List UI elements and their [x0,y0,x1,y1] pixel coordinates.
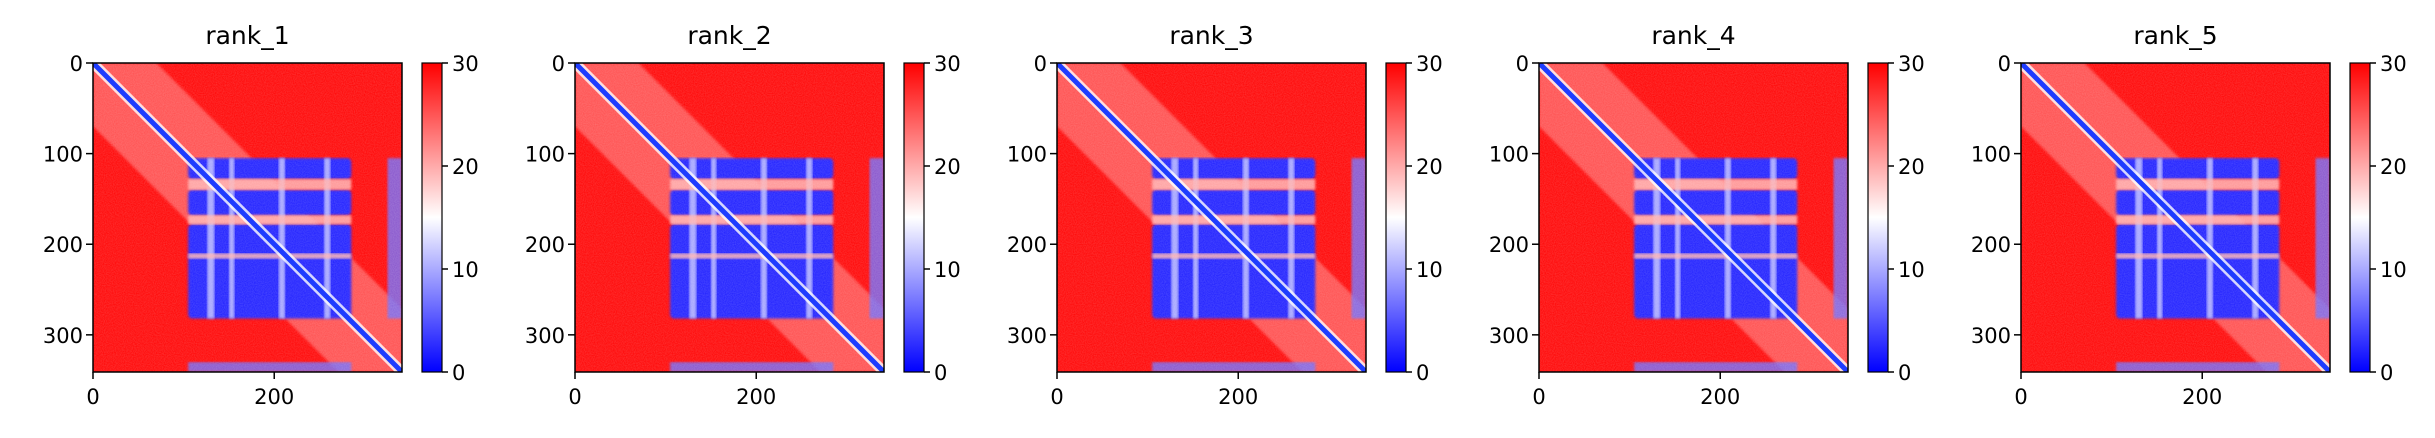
colorbar-tick-label: 30 [452,52,479,76]
y-tick-label: 200 [525,233,565,257]
x-tick-label: 0 [1050,385,1063,409]
colorbar: 0 10 20 30 [1867,52,1925,385]
colorbar-tick-label: 30 [2380,52,2407,76]
panel-title: rank_5 [2133,21,2217,50]
colorbar-tick-label: 0 [1898,361,1911,385]
colorbar: 0 10 20 30 [1385,52,1443,385]
y-tick-label: 100 [43,143,83,167]
colorbar-frame [1385,62,1407,373]
heatmap-image [575,63,884,372]
plot-frame [92,62,403,373]
panel-title: rank_2 [687,21,771,50]
y-tick-label: 0 [70,52,83,76]
y-tick-label: 100 [525,143,565,167]
colorbar-tick-label: 30 [1416,52,1443,76]
diagonal-line [93,63,402,372]
y-tick-label: 100 [1489,143,1529,167]
colorbar-tick-label: 10 [1416,258,1443,282]
heatmap-image [93,63,402,372]
colorbar-gradient [1386,63,1406,372]
diagonal-line [1057,63,1366,372]
y-tick-label: 0 [1034,52,1047,76]
x-tick-label: 200 [736,385,776,409]
plot-frame [574,62,885,373]
colorbar-tick-label: 20 [1416,155,1443,179]
panel-title: rank_4 [1651,21,1735,50]
colorbar-tick-label: 20 [934,155,961,179]
colorbar-frame [2349,62,2371,373]
panel-title: rank_1 [205,21,289,50]
y-tick-label: 300 [525,324,565,348]
colorbar-gradient [1868,63,1888,372]
x-tick-label: 200 [1218,385,1258,409]
x-tick-label: 0 [568,385,581,409]
plot-frame [1538,62,1849,373]
colorbar-tick-label: 0 [934,361,947,385]
colorbar: 0 10 20 30 [421,52,479,385]
y-tick-label: 0 [552,52,565,76]
colorbar: 0 10 20 30 [2349,52,2407,385]
colorbar-tick-label: 20 [2380,155,2407,179]
colorbar-tick-label: 20 [1898,155,1925,179]
colorbar-tick-label: 10 [934,258,961,282]
colorbar-frame [1867,62,1889,373]
colorbar-tick-label: 0 [2380,361,2393,385]
heatmap-image [2021,63,2330,372]
colorbar-tick-label: 0 [1416,361,1429,385]
heatmap-panel: rank_3 0 100 200 300 0 200 0 10 20 30 [1007,21,1443,409]
y-tick-label: 0 [1516,52,1529,76]
diagonal-line [1539,63,1848,372]
plot-frame [2020,62,2331,373]
x-tick-label: 0 [1532,385,1545,409]
y-tick-label: 100 [1007,143,1047,167]
y-tick-label: 300 [1489,324,1529,348]
diagonal-line [2021,63,2330,372]
colorbar-tick-label: 20 [452,155,479,179]
y-tick-label: 200 [1007,233,1047,257]
y-tick-label: 300 [1007,324,1047,348]
colorbar-frame [421,62,443,373]
colorbar-gradient [2350,63,2370,372]
heatmap-image [1539,63,1848,372]
heatmap-panel: rank_5 0 100 200 300 0 200 0 10 20 30 [1971,21,2407,409]
x-tick-label: 200 [1700,385,1740,409]
x-tick-label: 0 [86,385,99,409]
y-tick-label: 100 [1971,143,2011,167]
heatmap-panel: rank_1 0 100 200 300 0 200 0 10 20 30 [43,21,479,409]
x-tick-label: 200 [254,385,294,409]
diagonal-line [575,63,884,372]
y-tick-label: 200 [1489,233,1529,257]
y-tick-label: 200 [43,233,83,257]
heatmap-panel: rank_2 0 100 200 300 0 200 0 10 20 30 [525,21,961,409]
colorbar-tick-label: 10 [2380,258,2407,282]
plot-frame [1056,62,1367,373]
colorbar-tick-label: 30 [934,52,961,76]
colorbar-tick-label: 10 [452,258,479,282]
colorbar-frame [903,62,925,373]
x-tick-label: 0 [2014,385,2027,409]
heatmap-image [1057,63,1366,372]
y-tick-label: 200 [1971,233,2011,257]
colorbar-gradient [422,63,442,372]
y-tick-label: 300 [43,324,83,348]
panel-title: rank_3 [1169,21,1253,50]
colorbar: 0 10 20 30 [903,52,961,385]
colorbar-tick-label: 10 [1898,258,1925,282]
colorbar-tick-label: 30 [1898,52,1925,76]
x-tick-label: 200 [2182,385,2222,409]
colorbar-tick-label: 0 [452,361,465,385]
y-tick-label: 0 [1998,52,2011,76]
heatmap-panel: rank_4 0 100 200 300 0 200 0 10 20 30 [1489,21,1925,409]
colorbar-gradient [904,63,924,372]
y-tick-label: 300 [1971,324,2011,348]
